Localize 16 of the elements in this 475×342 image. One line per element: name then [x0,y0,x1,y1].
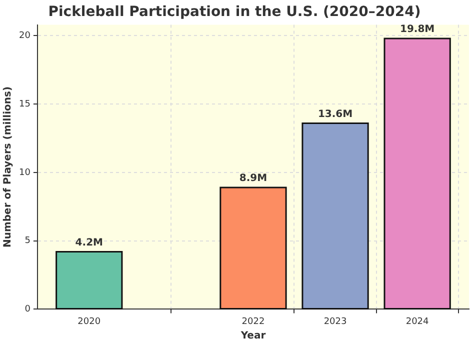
y-tick-label: 5 [24,236,30,246]
y-tick-label: 20 [19,31,31,42]
data-label: 19.8M [400,24,435,36]
data-label: 13.6M [318,108,353,120]
x-tick-label: 2020 [78,316,101,327]
data-label: 8.9M [239,173,268,184]
y-tick-label: 10 [19,168,31,178]
chart-title: Pickleball Participation in the U.S. (2020–2024) [48,4,421,20]
x-tick-label: 2022 [242,316,265,327]
x-tick-label: 2024 [406,316,430,327]
y-tick-label: 0 [24,304,31,315]
x-axis-title: Year [240,330,266,342]
y-tick-label: 15 [19,99,30,110]
data-label: 4.2M [75,237,104,248]
x-tick-label: 2023 [324,316,347,327]
y-axis-title: Number of Players (millions) [2,86,14,248]
